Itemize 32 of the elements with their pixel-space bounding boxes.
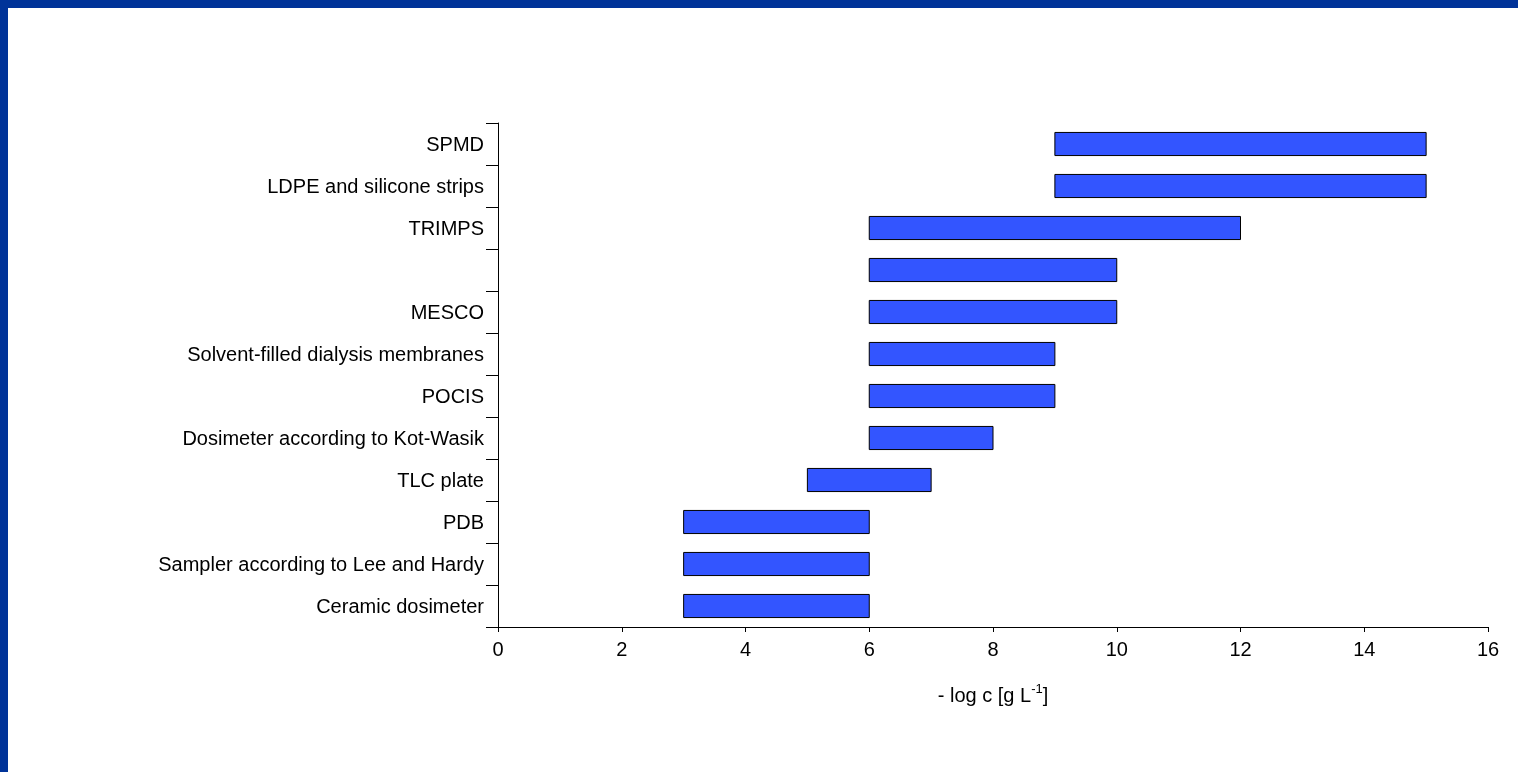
bar xyxy=(868,257,1118,283)
bar xyxy=(1054,131,1427,157)
bar xyxy=(868,383,1056,409)
x-tick-label: 6 xyxy=(863,638,875,660)
x-tick-label: 16 xyxy=(1476,638,1500,660)
y-tick-label: Sampler according to Lee and Hardy xyxy=(158,553,484,575)
bar xyxy=(683,551,870,577)
bar xyxy=(868,299,1118,325)
x-tick-label: 12 xyxy=(1229,638,1252,660)
x-tick-label: 10 xyxy=(1105,638,1128,660)
x-tick-label: 8 xyxy=(987,638,999,660)
y-tick-label: MESCO xyxy=(410,301,484,323)
bar xyxy=(868,341,1056,367)
y-tick-label: PDB xyxy=(442,511,484,533)
x-tick-label: 0 xyxy=(492,638,504,660)
x-tick-label: 2 xyxy=(616,638,628,660)
bar xyxy=(683,593,870,619)
x-tick-label: 14 xyxy=(1353,638,1376,660)
bar xyxy=(806,467,932,493)
bar xyxy=(868,215,1241,241)
y-tick-label: Solvent-filled dialysis membranes xyxy=(187,343,484,365)
y-tick-label: LDPE and silicone strips xyxy=(267,175,484,197)
y-tick-label: TLC plate xyxy=(397,469,484,491)
bar xyxy=(868,425,994,451)
bar xyxy=(1054,173,1427,199)
y-tick-label: Ceramic dosimeter xyxy=(316,595,485,617)
bar xyxy=(683,509,870,535)
y-tick-label: Dosimeter according to Kot-Wasik xyxy=(182,427,485,449)
x-tick-label: 4 xyxy=(739,638,752,660)
y-tick-label: POCIS xyxy=(421,385,484,407)
y-tick-label: TRIMPS xyxy=(408,217,484,239)
y-tick-label: SPMD xyxy=(426,133,484,155)
